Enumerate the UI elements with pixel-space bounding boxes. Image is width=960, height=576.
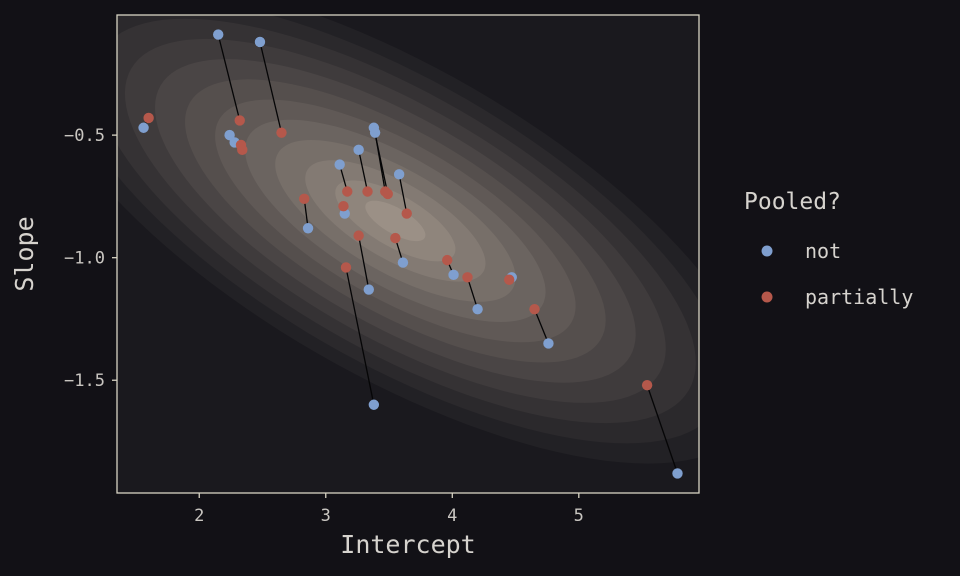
pooling-link [217,34,241,121]
point-partially [390,232,401,244]
pooling-link [533,308,550,344]
pooling-link [345,267,375,405]
x-tick-label: 4 [447,506,457,526]
point-not [472,303,483,315]
point-not [672,468,683,479]
point-not [397,257,409,268]
pooling-link [358,149,369,192]
legend-title: Pooled? [744,189,841,215]
point-not [448,269,459,281]
legend-swatch-not [761,245,773,257]
point-partially [380,186,391,197]
point-not [353,144,364,156]
point-partially [442,254,453,266]
pooling-link [374,132,386,192]
pooling-link [646,384,679,474]
point-partially [529,303,540,315]
point-partially [353,230,364,241]
y-tick-label: −1.5 [64,371,105,391]
data-points [138,29,683,479]
point-not [334,159,345,170]
point-partially [299,193,310,205]
density-level [365,200,426,242]
point-not [302,223,314,234]
legend-label-not: not [805,239,841,263]
point-partially [342,186,353,197]
point-partially [143,112,154,124]
x-tick-label: 5 [574,506,584,526]
point-not [393,169,405,180]
point-partially [462,272,473,283]
point-partially [641,379,653,391]
plot-frame [116,14,700,494]
point-not [138,122,149,133]
x-axis-title: Intercept [340,530,475,559]
point-partially [338,201,349,212]
pooling-link [398,174,408,214]
point-not [368,399,380,410]
point-not [224,129,235,141]
point-not [543,338,554,349]
point-partially [276,127,287,138]
y-axis: −0.5 −1.0 −1.5 [64,126,117,391]
y-axis-title: Slope [10,216,39,291]
point-partially [504,274,515,285]
pooling-link [259,41,283,133]
point-partially [235,139,247,151]
x-tick-label: 3 [321,506,331,526]
point-not [213,29,224,40]
pooling-link [358,235,370,290]
x-tick-label: 2 [194,506,204,526]
density-contours [117,15,699,493]
point-partially [401,208,412,219]
point-partially [234,115,245,126]
legend-swatch-partially [761,291,773,303]
y-tick-label: −0.5 [64,126,105,146]
pooling-link [466,277,479,310]
point-not [254,36,266,48]
point-partially [340,262,352,273]
legend: Pooled? not partially [744,189,913,309]
x-axis: 2 3 4 5 [194,493,584,526]
legend-label-partially: partially [805,285,913,309]
point-not [363,284,374,295]
point-not [369,127,381,138]
y-tick-label: −1.0 [64,249,105,269]
point-partially [362,186,373,197]
